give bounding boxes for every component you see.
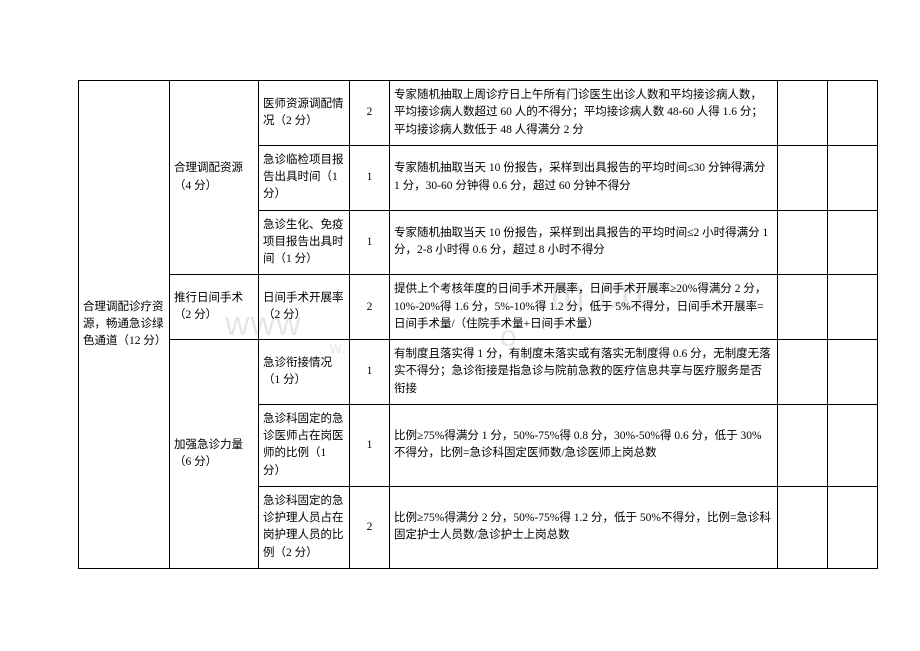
blank-cell <box>827 210 877 275</box>
group-cell: 加强急诊力量（6 分） <box>170 340 259 569</box>
item-cell: 医师资源调配情况（2 分） <box>259 81 350 146</box>
criteria-cell: 提供上个考核年度的日间手术开展率，日间手术开展率≥20%得满分 2 分，10%-… <box>389 275 777 340</box>
table-row: 加强急诊力量（6 分） 急诊衔接情况（1 分） 1 有制度且落实得 1 分，有制… <box>79 340 878 405</box>
points-cell: 2 <box>350 486 390 568</box>
blank-cell <box>777 275 827 340</box>
points-cell: 1 <box>350 210 390 275</box>
item-cell: 急诊生化、免疫项目报告出具时间（1 分） <box>259 210 350 275</box>
blank-cell <box>827 81 877 146</box>
criteria-cell: 专家随机抽取当天 10 份报告，采样到出具报告的平均时间≤30 分钟得满分 1 … <box>389 145 777 210</box>
blank-cell <box>777 404 827 486</box>
item-cell: 急诊衔接情况（1 分） <box>259 340 350 405</box>
evaluation-table: 合理调配诊疗资源，畅通急诊绿色通道（12 分） 合理调配资源（4 分） 医师资源… <box>78 80 878 569</box>
blank-cell <box>777 81 827 146</box>
evaluation-table-container: 合理调配诊疗资源，畅通急诊绿色通道（12 分） 合理调配资源（4 分） 医师资源… <box>78 80 878 569</box>
item-cell: 急诊科固定的急诊护理人员占在岗护理人员的比例（2 分） <box>259 486 350 568</box>
blank-cell <box>827 145 877 210</box>
blank-cell <box>827 404 877 486</box>
criteria-cell: 有制度且落实得 1 分，有制度未落实或有落实无制度得 0.6 分，无制度无落实不… <box>389 340 777 405</box>
blank-cell <box>777 210 827 275</box>
criteria-cell: 比例≥75%得满分 1 分，50%-75%得 0.8 分，30%-50%得 0.… <box>389 404 777 486</box>
points-cell: 1 <box>350 404 390 486</box>
blank-cell <box>777 340 827 405</box>
blank-cell <box>827 275 877 340</box>
table-row: 推行日间手术（2 分） 日间手术开展率（2 分） 2 提供上个考核年度的日间手术… <box>79 275 878 340</box>
section-cell: 合理调配诊疗资源，畅通急诊绿色通道（12 分） <box>79 81 170 569</box>
points-cell: 1 <box>350 340 390 405</box>
table-row: 合理调配诊疗资源，畅通急诊绿色通道（12 分） 合理调配资源（4 分） 医师资源… <box>79 81 878 146</box>
item-cell: 日间手术开展率（2 分） <box>259 275 350 340</box>
criteria-cell: 专家随机抽取上周诊疗日上午所有门诊医生出诊人数和平均接诊病人数，平均接诊病人数超… <box>389 81 777 146</box>
blank-cell <box>827 340 877 405</box>
criteria-cell: 比例≥75%得满分 2 分，50%-75%得 1.2 分，低于 50%不得分，比… <box>389 486 777 568</box>
group-cell: 合理调配资源（4 分） <box>170 81 259 275</box>
blank-cell <box>827 486 877 568</box>
item-cell: 急诊临检项目报告出具时间（1 分） <box>259 145 350 210</box>
item-cell: 急诊科固定的急诊医师占在岗医师的比例（1 分） <box>259 404 350 486</box>
blank-cell <box>777 486 827 568</box>
points-cell: 2 <box>350 275 390 340</box>
group-cell: 推行日间手术（2 分） <box>170 275 259 340</box>
points-cell: 1 <box>350 145 390 210</box>
criteria-cell: 专家随机抽取当天 10 份报告，采样到出具报告的平均时间≤2 小时得满分 1 分… <box>389 210 777 275</box>
blank-cell <box>777 145 827 210</box>
points-cell: 2 <box>350 81 390 146</box>
